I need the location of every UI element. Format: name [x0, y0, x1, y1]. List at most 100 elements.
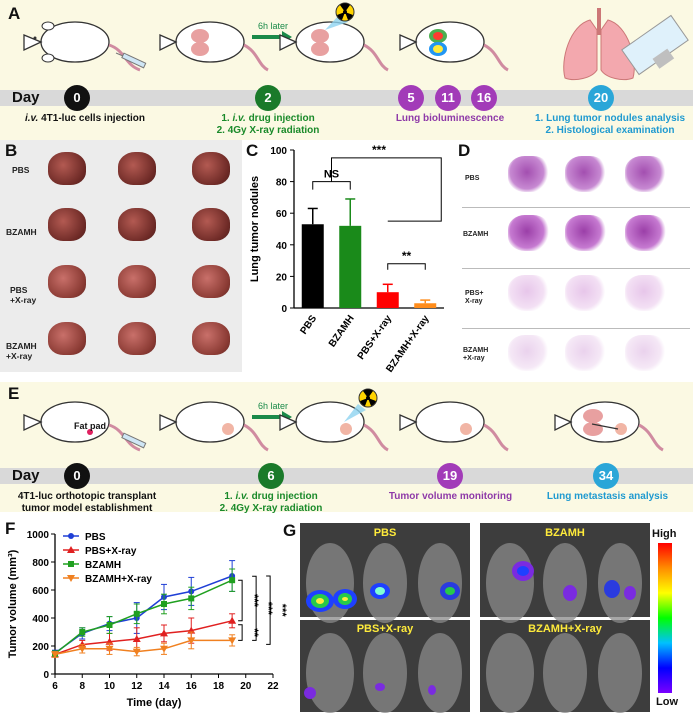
group-label: PBS — [373, 527, 397, 539]
legend-label: PBS+X-ray — [85, 546, 137, 557]
bar — [414, 303, 437, 308]
data-point — [105, 645, 114, 653]
row-divider — [462, 328, 690, 329]
lung-photo — [118, 152, 156, 185]
x-tick-label: 6 — [52, 681, 58, 692]
day-marker: 20 — [588, 85, 614, 111]
significance-label: ** — [402, 249, 412, 263]
data-point — [68, 533, 74, 539]
lung-photo — [48, 265, 86, 298]
bar — [376, 292, 399, 308]
legend-label: BZAMH+X-ray — [85, 574, 152, 585]
panel-a-label: A — [8, 4, 21, 23]
day-marker: 2 — [255, 85, 281, 111]
mouse-icon — [399, 21, 509, 72]
row-label: PBS — [12, 165, 30, 175]
significance-label: *** — [262, 602, 274, 616]
mouse-icon — [279, 14, 389, 72]
y-tick-label: 200 — [32, 642, 49, 653]
radiation-icon — [358, 388, 378, 408]
y-tick-label: 0 — [43, 670, 49, 681]
row-divider — [462, 207, 690, 208]
lung-photo — [118, 208, 156, 241]
significance-label: *** — [372, 143, 386, 157]
histology-section — [625, 215, 667, 251]
significance-bracket — [312, 181, 351, 190]
x-tick-label: BZAMH — [327, 313, 357, 349]
data-point — [67, 546, 75, 553]
panel-d-label: D — [458, 141, 471, 160]
bar — [339, 225, 362, 308]
lung-photo — [192, 152, 230, 185]
mouse-icon — [159, 401, 269, 452]
y-tick-label: 60 — [276, 209, 288, 220]
y-tick-label: 40 — [276, 241, 288, 252]
bar-chart: 0 20 40 60 80 100 Lung tumor nodules PBS BZAMHPB… — [249, 143, 444, 375]
day-caption: 1. i.v. drug injection 2. 4Gy X-ray radi… — [216, 113, 320, 136]
lung-photo — [48, 322, 86, 355]
lung-photo — [118, 265, 156, 298]
mouse-icon — [23, 401, 141, 452]
y-tick-label: 0 — [281, 304, 287, 315]
histology-section — [625, 335, 667, 371]
scale-low-label: Low — [656, 696, 678, 708]
day-marker: 34 — [593, 463, 619, 489]
mouse-icon — [554, 401, 664, 452]
data-point — [132, 648, 141, 656]
scale-high-label: High — [652, 528, 677, 540]
x-tick-label: 16 — [186, 681, 198, 692]
panel-e-illustrations — [23, 388, 664, 452]
row-label: PBS+X-ray — [465, 290, 484, 305]
significance-label: *** — [248, 594, 260, 608]
x-tick-label: 10 — [104, 681, 116, 692]
panel-a-illustrations — [23, 2, 689, 81]
row-label: PBS — [465, 175, 480, 182]
x-tick-label: 22 — [267, 681, 279, 692]
significance-bracket — [331, 157, 442, 222]
mouse-icon — [399, 401, 509, 452]
row-divider — [462, 268, 690, 269]
row-label: BZAMH +X-ray — [6, 341, 37, 361]
timeline-bar — [0, 468, 693, 484]
x-tick-label: PBS — [298, 313, 319, 336]
histology-section — [625, 156, 667, 192]
color-scale-bar — [658, 543, 672, 693]
y-tick-label: 1000 — [27, 530, 50, 541]
data-point — [228, 637, 237, 645]
x-tick-label: 8 — [79, 681, 85, 692]
row-label: BZAMH — [6, 227, 37, 237]
lung-photo — [192, 208, 230, 241]
bar — [301, 224, 324, 308]
data-point — [51, 651, 59, 659]
histology-section — [565, 335, 607, 371]
x-axis-label: Time (day) — [127, 697, 182, 709]
y-axis-label: Tumor volume (mm³) — [7, 549, 19, 658]
day-label: Day — [12, 89, 40, 106]
legend-label: BZAMH — [85, 560, 121, 571]
lung-photo — [192, 322, 230, 355]
data-point — [68, 561, 74, 567]
panel-g-label: G — [283, 521, 297, 540]
y-tick-label: 400 — [32, 614, 49, 625]
slide-icon — [621, 14, 689, 76]
histology-section — [508, 335, 550, 371]
histology-section — [508, 156, 550, 192]
histology-section — [565, 215, 607, 251]
data-point — [161, 601, 167, 607]
significance-bracket — [252, 575, 257, 641]
data-point — [187, 637, 196, 645]
data-point — [133, 610, 140, 617]
radiation-icon — [335, 2, 355, 22]
significance-bracket — [238, 579, 243, 622]
x-tick-label: 18 — [213, 681, 225, 692]
day-marker: 16 — [471, 85, 497, 111]
lung-photo — [48, 208, 86, 241]
significance-label: *** — [276, 604, 288, 618]
data-point — [229, 577, 236, 584]
data-point — [188, 595, 195, 602]
day-caption: Lung metastasis analysis — [546, 491, 669, 502]
significance-bracket — [266, 575, 271, 645]
significance-bracket — [387, 263, 426, 270]
y-axis-label: Lung tumor nodules — [249, 176, 261, 282]
data-point — [228, 616, 237, 624]
